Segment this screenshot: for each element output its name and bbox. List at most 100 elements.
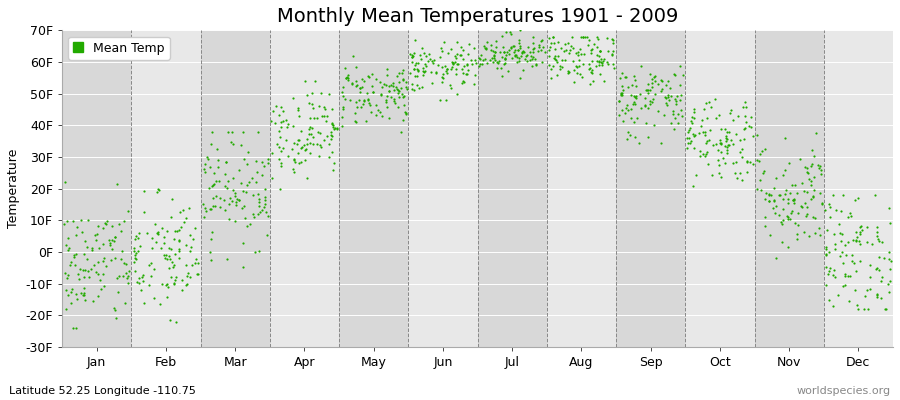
Point (740, 158, 754, 164)
Point (728, 170, 742, 176)
Point (719, 150, 733, 156)
Point (136, 272, 150, 278)
Point (382, 115, 396, 122)
Point (521, 44, 535, 50)
Point (416, 68, 430, 74)
Point (166, 235, 181, 242)
Point (724, 107, 738, 113)
Point (805, 181, 819, 188)
Point (758, 223, 772, 230)
Point (87, 232, 102, 238)
Point (392, 90, 406, 96)
Point (719, 144, 733, 150)
Point (849, 237, 863, 244)
Point (355, 104, 369, 110)
Point (348, 82, 363, 89)
Point (313, 90, 328, 96)
Point (472, 54, 487, 61)
Point (380, 71, 394, 78)
Point (675, 113, 689, 119)
Point (554, 57, 569, 63)
Point (322, 154, 337, 160)
Point (851, 306, 866, 312)
Point (396, 76, 410, 83)
Point (701, 99, 716, 105)
Point (373, 109, 387, 116)
Point (362, 100, 376, 106)
Point (506, 43, 520, 49)
Point (726, 117, 741, 123)
Point (205, 128, 220, 135)
Point (522, 56, 536, 63)
Point (654, 88, 669, 94)
Point (203, 164, 218, 170)
Point (287, 169, 302, 176)
Point (59, 242, 74, 248)
Point (746, 132, 760, 139)
Point (562, 50, 576, 56)
Point (781, 214, 796, 220)
Point (883, 220, 897, 226)
Point (632, 140, 646, 146)
Point (736, 104, 751, 110)
Point (95, 258, 110, 265)
Point (444, 85, 458, 92)
Point (455, 56, 470, 62)
Point (128, 236, 142, 243)
Point (209, 178, 223, 184)
Point (338, 96, 352, 103)
Point (640, 87, 654, 93)
Point (251, 211, 266, 218)
Point (500, 49, 514, 55)
Point (572, 48, 586, 55)
Point (435, 48, 449, 54)
Point (460, 62, 474, 69)
Point (76, 291, 90, 298)
Point (813, 165, 827, 171)
Point (823, 265, 837, 271)
Point (237, 203, 251, 209)
Point (523, 48, 537, 55)
Point (424, 69, 438, 76)
Point (162, 245, 176, 252)
Point (64, 289, 78, 295)
Point (600, 59, 615, 66)
Bar (131, 30, 201, 347)
Point (850, 268, 864, 274)
Point (624, 92, 638, 98)
Point (137, 300, 151, 306)
Point (422, 50, 436, 57)
Point (685, 114, 699, 120)
Point (776, 196, 790, 202)
Point (561, 68, 575, 74)
Point (789, 231, 804, 237)
Point (173, 208, 187, 215)
Point (188, 260, 202, 266)
Point (179, 281, 194, 288)
Point (754, 186, 769, 193)
Point (313, 142, 328, 149)
Point (624, 115, 638, 122)
Point (57, 220, 71, 227)
Point (714, 140, 728, 147)
Point (692, 148, 706, 154)
Point (626, 93, 641, 99)
Point (118, 300, 132, 307)
Point (827, 230, 842, 237)
Point (275, 145, 290, 152)
Point (410, 66, 424, 72)
Point (526, 49, 541, 55)
Point (64, 300, 78, 306)
Point (548, 52, 562, 59)
Point (527, 56, 542, 62)
Point (434, 45, 448, 52)
Point (395, 90, 410, 97)
Point (674, 107, 688, 114)
Point (455, 78, 470, 85)
Point (218, 170, 232, 177)
Point (790, 236, 805, 242)
Point (398, 108, 412, 115)
Point (448, 59, 463, 65)
Point (353, 85, 367, 91)
Point (239, 182, 254, 188)
